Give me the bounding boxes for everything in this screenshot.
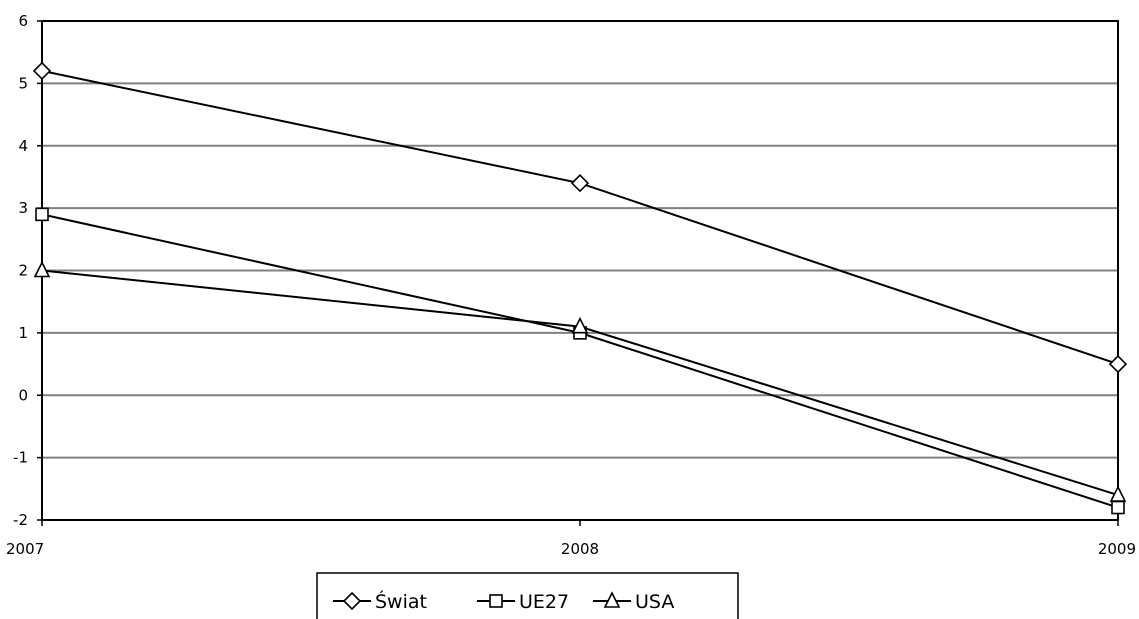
y-tick-label: 4	[18, 137, 28, 155]
y-tick-label: 5	[18, 74, 28, 92]
data-point-triangle	[1109, 485, 1127, 502]
series-line-2	[41, 269, 1119, 497]
x-tick-label: 2008	[561, 540, 599, 558]
data-point-square	[1111, 500, 1125, 515]
x-tick-label: 2009	[1098, 540, 1136, 558]
y-tick-label: -2	[13, 511, 28, 529]
legend: Świat UE27 USA	[316, 572, 739, 619]
legend-label: Świat	[375, 589, 427, 613]
x-axis-ticks: 2007 2008 2009	[6, 520, 1136, 558]
series-lines	[32, 61, 1128, 515]
series-line-1	[41, 213, 1119, 509]
y-tick-label: 0	[18, 386, 28, 404]
data-point-diamond	[570, 174, 590, 193]
y-tick-label: 2	[18, 262, 28, 280]
legend-marker-triangle	[603, 591, 621, 608]
data-point-triangle	[571, 316, 589, 334]
data-point-diamond	[1108, 354, 1128, 374]
grid-lines	[42, 82, 1118, 459]
y-tick-label: 6	[18, 12, 28, 30]
legend-marker-diamond	[342, 591, 362, 611]
legend-label: USA	[635, 591, 674, 613]
y-tick-label: 3	[18, 199, 28, 217]
legend-label: UE27	[519, 591, 569, 613]
data-point-triangle	[33, 260, 51, 278]
data-point-square	[35, 207, 49, 222]
legend-marker-square	[489, 594, 503, 608]
x-tick-label: 2007	[6, 540, 44, 558]
data-point-diamond	[32, 61, 52, 81]
y-tick-label: -1	[13, 449, 28, 467]
y-tick-label: 1	[18, 324, 28, 342]
legend-box	[316, 572, 739, 619]
